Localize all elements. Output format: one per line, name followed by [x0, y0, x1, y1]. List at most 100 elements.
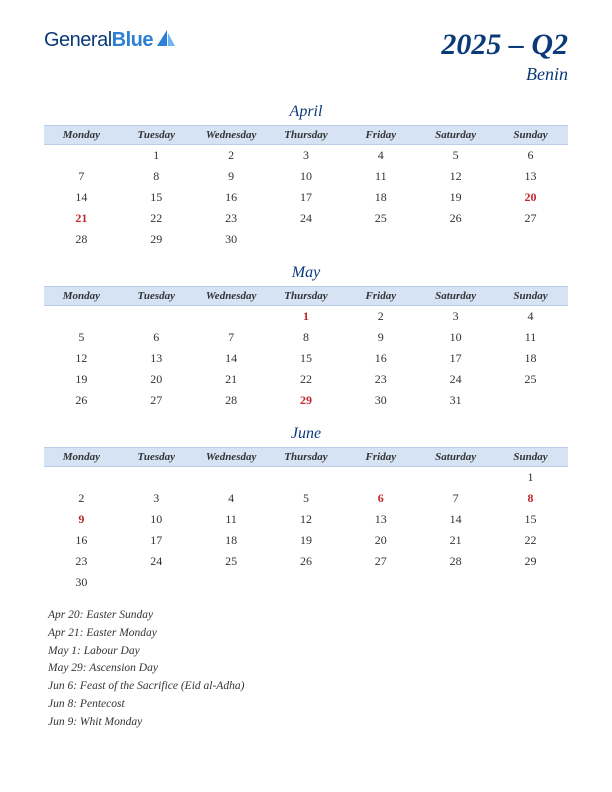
weekday-header: Tuesday — [119, 126, 194, 145]
calendar-row: 567891011 — [44, 327, 568, 348]
weekday-header: Tuesday — [119, 287, 194, 306]
calendar-cell — [194, 306, 269, 328]
calendar-cell — [343, 572, 418, 593]
calendar-cell: 4 — [343, 145, 418, 167]
calendar-row: 9101112131415 — [44, 509, 568, 530]
calendar-cell: 3 — [119, 488, 194, 509]
holiday-item: Jun 6: Feast of the Sacrifice (Eid al-Ad… — [48, 678, 568, 696]
calendar-cell: 2 — [343, 306, 418, 328]
weekday-header: Wednesday — [194, 126, 269, 145]
calendar-cell — [343, 467, 418, 489]
calendar-cell: 31 — [418, 390, 493, 411]
calendar-cell: 15 — [269, 348, 344, 369]
calendar-cell: 28 — [418, 551, 493, 572]
logo: GeneralBlue — [44, 28, 177, 53]
calendar-cell — [493, 572, 568, 593]
calendar-row: 19202122232425 — [44, 369, 568, 390]
calendar-cell: 16 — [343, 348, 418, 369]
weekday-header: Tuesday — [119, 448, 194, 467]
calendar-cell: 20 — [493, 187, 568, 208]
calendar-cell — [418, 229, 493, 250]
calendar-cell: 22 — [119, 208, 194, 229]
calendar-cell — [44, 467, 119, 489]
calendar-cell: 13 — [119, 348, 194, 369]
page-subtitle: Benin — [441, 64, 568, 85]
calendar-cell: 8 — [119, 166, 194, 187]
calendar-cell: 24 — [119, 551, 194, 572]
calendar-cell — [493, 229, 568, 250]
calendar-cell: 18 — [493, 348, 568, 369]
holiday-item: May 1: Labour Day — [48, 643, 568, 661]
weekday-header: Saturday — [418, 448, 493, 467]
calendar-row: 30 — [44, 572, 568, 593]
calendar-cell: 17 — [119, 530, 194, 551]
weekday-header: Monday — [44, 448, 119, 467]
calendar-cell: 7 — [44, 166, 119, 187]
calendar-cell: 18 — [343, 187, 418, 208]
calendar-cell: 18 — [194, 530, 269, 551]
calendar-cell: 30 — [343, 390, 418, 411]
calendar-cell — [418, 467, 493, 489]
calendar-cell — [269, 572, 344, 593]
calendar-row: 78910111213 — [44, 166, 568, 187]
weekday-header: Friday — [343, 448, 418, 467]
calendar-cell — [194, 572, 269, 593]
month-name: April — [44, 103, 568, 121]
calendar-cell: 13 — [493, 166, 568, 187]
calendar-cell: 9 — [44, 509, 119, 530]
holiday-list: Apr 20: Easter SundayApr 21: Easter Mond… — [44, 607, 568, 732]
calendar-cell — [194, 467, 269, 489]
calendar-table: MondayTuesdayWednesdayThursdayFridaySatu… — [44, 286, 568, 411]
calendar-cell: 8 — [269, 327, 344, 348]
weekday-header: Sunday — [493, 287, 568, 306]
month-name: May — [44, 264, 568, 282]
weekday-header: Friday — [343, 126, 418, 145]
calendar-row: 123456 — [44, 145, 568, 167]
calendar-cell: 11 — [194, 509, 269, 530]
calendar-cell: 14 — [194, 348, 269, 369]
calendar-cell: 6 — [119, 327, 194, 348]
calendar-cell: 16 — [44, 530, 119, 551]
calendar-cell: 14 — [44, 187, 119, 208]
holiday-item: Apr 21: Easter Monday — [48, 625, 568, 643]
calendar-cell: 2 — [194, 145, 269, 167]
weekday-header: Saturday — [418, 126, 493, 145]
logo-text-2: Blue — [112, 29, 153, 52]
weekday-header: Thursday — [269, 126, 344, 145]
calendar-cell: 29 — [493, 551, 568, 572]
calendar-cell: 15 — [119, 187, 194, 208]
holiday-item: Apr 20: Easter Sunday — [48, 607, 568, 625]
calendar-cell: 4 — [493, 306, 568, 328]
calendar-cell: 25 — [493, 369, 568, 390]
title-block: 2025 – Q2 Benin — [441, 28, 568, 85]
calendar-table: MondayTuesdayWednesdayThursdayFridaySatu… — [44, 447, 568, 593]
calendar-cell — [119, 467, 194, 489]
calendar-cell: 25 — [194, 551, 269, 572]
calendar-cell: 3 — [269, 145, 344, 167]
calendar-cell: 4 — [194, 488, 269, 509]
calendar-cell: 26 — [269, 551, 344, 572]
calendar-cell: 12 — [269, 509, 344, 530]
calendar-row: 12131415161718 — [44, 348, 568, 369]
calendar-cell: 1 — [119, 145, 194, 167]
calendar-cell: 15 — [493, 509, 568, 530]
weekday-header: Sunday — [493, 126, 568, 145]
calendar-cell: 28 — [194, 390, 269, 411]
logo-sail-icon — [155, 28, 177, 53]
calendar-cell: 20 — [119, 369, 194, 390]
calendar-cell: 27 — [493, 208, 568, 229]
calendar-cell: 19 — [418, 187, 493, 208]
calendar-cell: 26 — [44, 390, 119, 411]
weekday-header: Thursday — [269, 448, 344, 467]
calendar-cell: 30 — [194, 229, 269, 250]
calendar-cell — [44, 145, 119, 167]
calendar-cell — [343, 229, 418, 250]
calendar-cell: 16 — [194, 187, 269, 208]
calendar-cell: 14 — [418, 509, 493, 530]
calendar-cell: 2 — [44, 488, 119, 509]
calendar-cell: 28 — [44, 229, 119, 250]
holiday-item: Jun 9: Whit Monday — [48, 714, 568, 732]
calendar-cell: 3 — [418, 306, 493, 328]
calendar-row: 2345678 — [44, 488, 568, 509]
calendar-container: AprilMondayTuesdayWednesdayThursdayFrida… — [44, 103, 568, 593]
